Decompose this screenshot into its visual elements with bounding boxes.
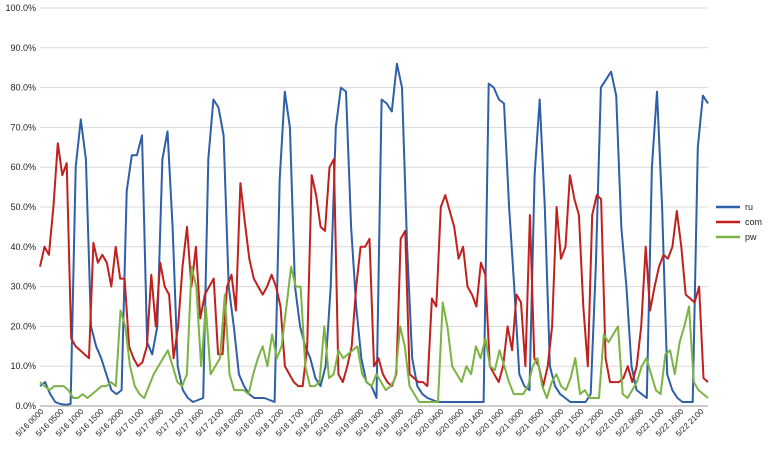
y-tick-label: 100.0% xyxy=(5,3,36,13)
y-tick-label: 90.0% xyxy=(10,43,36,53)
y-tick-label: 40.0% xyxy=(10,242,36,252)
legend-label-ru: ru xyxy=(745,202,753,212)
y-tick-label: 0.0% xyxy=(15,401,36,411)
legend-label-com: com xyxy=(745,217,762,227)
legend-label-pw: pw xyxy=(745,232,757,242)
y-tick-label: 30.0% xyxy=(10,282,36,292)
y-axis-ticks: 0.0% 10.0% 20.0% 30.0% 40.0% 50.0% 60.0% 70.0% 8… xyxy=(5,3,36,411)
series-line-com xyxy=(39,142,709,388)
y-tick-label: 80.0% xyxy=(10,83,36,93)
y-tick-label: 50.0% xyxy=(10,202,36,212)
y-tick-label: 70.0% xyxy=(10,122,36,132)
series-line-ru xyxy=(39,62,709,406)
series-lines xyxy=(39,62,709,406)
series-line-pw xyxy=(39,265,709,403)
gridlines xyxy=(40,7,708,367)
y-tick-label: 60.0% xyxy=(10,162,36,172)
y-tick-label: 10.0% xyxy=(10,361,36,371)
y-tick-label: 20.0% xyxy=(10,321,36,331)
legend: ru com pw xyxy=(716,202,762,242)
